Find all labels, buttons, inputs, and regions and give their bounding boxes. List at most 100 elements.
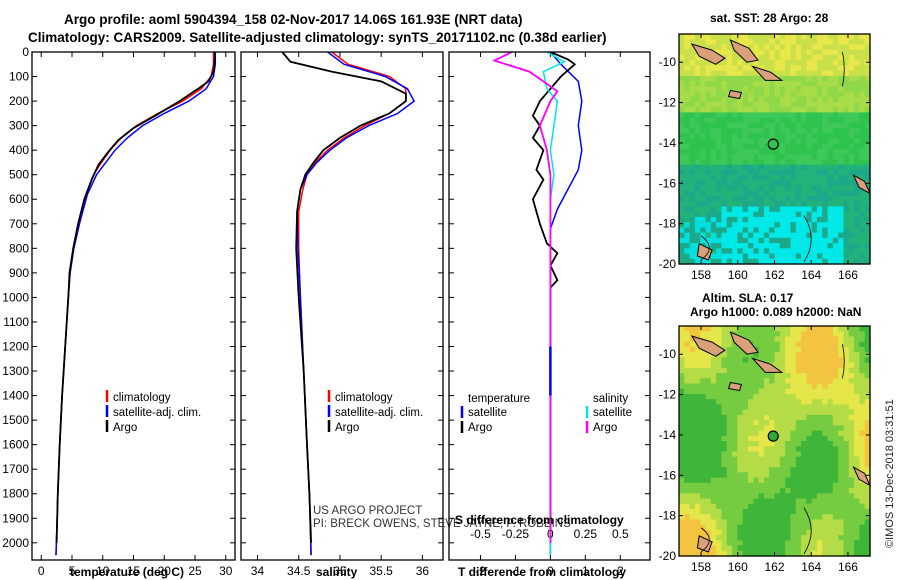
map-cell <box>779 482 786 489</box>
map-cell <box>779 524 786 531</box>
map-cell <box>854 446 860 453</box>
map-cell <box>737 441 744 447</box>
map-cell <box>700 456 707 463</box>
map-cell <box>726 488 733 494</box>
map-cell <box>779 196 786 202</box>
map-cell <box>742 456 749 463</box>
map-cell <box>737 404 744 411</box>
map-cell <box>774 128 781 134</box>
map-cell <box>742 362 749 369</box>
map-cell <box>689 190 696 197</box>
map-cell <box>848 65 855 72</box>
map-cell <box>689 154 696 161</box>
map-cell <box>790 488 797 494</box>
map-cell <box>785 96 792 103</box>
map-cell <box>859 488 866 494</box>
map-cell <box>785 388 792 395</box>
map-cell <box>753 535 760 541</box>
map-cell <box>700 211 707 218</box>
map-cell <box>747 540 754 547</box>
map-cell <box>795 430 802 437</box>
map-cell <box>843 237 850 244</box>
map-cell <box>811 54 818 61</box>
map-cell <box>684 164 691 171</box>
map-cell <box>864 169 871 176</box>
map-cell <box>774 451 781 458</box>
map-cell <box>795 461 802 468</box>
map-cell <box>816 101 823 108</box>
map-cell <box>689 341 696 348</box>
map-cell <box>811 357 818 364</box>
map-cell <box>679 446 685 453</box>
map-cell <box>774 39 781 46</box>
map-cell <box>859 341 866 348</box>
map-cell <box>705 185 712 192</box>
map-cell <box>747 477 754 484</box>
map-cell <box>689 373 696 379</box>
map-cell <box>705 159 712 166</box>
map-cell <box>806 227 813 234</box>
map-cell <box>721 420 728 426</box>
map-cell <box>848 435 855 442</box>
map-cell <box>832 65 839 72</box>
map-cell <box>843 65 850 72</box>
map-cell <box>705 357 712 364</box>
map-cell <box>737 456 744 463</box>
map-cell <box>742 258 749 265</box>
map-cell <box>827 503 834 510</box>
map-cell <box>864 44 871 51</box>
map-cell <box>716 149 723 155</box>
map-cell <box>822 524 829 531</box>
s-x-tick-label: 0.5 <box>612 527 629 541</box>
map-cell <box>859 237 866 244</box>
map-cell <box>859 378 866 385</box>
map-cell <box>737 128 744 134</box>
map-cell <box>811 456 818 463</box>
map-cell <box>732 70 738 77</box>
map-cell <box>795 227 802 234</box>
map-cell <box>694 133 701 140</box>
map-cell <box>726 467 733 473</box>
map-cell <box>694 70 701 77</box>
map-cell <box>679 535 685 541</box>
map-cell <box>747 159 754 166</box>
map-cell <box>774 222 781 229</box>
map-cell <box>774 414 781 421</box>
map-cell <box>732 535 738 541</box>
map-cell <box>732 420 738 426</box>
map-cell <box>732 138 738 145</box>
t-difference-x-label: T difference from climatology <box>458 565 626 579</box>
map-cell <box>732 477 738 484</box>
map-cell <box>859 404 866 411</box>
map-cell <box>795 206 802 213</box>
map-cell <box>769 96 776 103</box>
map-cell <box>684 232 691 239</box>
map-cell <box>854 514 860 521</box>
map-cell <box>801 514 807 521</box>
map-cell <box>721 149 728 155</box>
map-cell <box>864 482 871 489</box>
map-cell <box>774 196 781 202</box>
map-cell <box>732 54 738 61</box>
map-cell <box>742 65 749 72</box>
map-cell <box>827 378 834 385</box>
depth-tick-label: 600 <box>9 192 29 206</box>
map-cell <box>864 378 871 385</box>
map-cell <box>721 70 728 77</box>
map-cell <box>854 482 860 489</box>
legend-label-argo: Argo <box>113 422 137 434</box>
map-cell <box>716 456 723 463</box>
map-cell <box>705 39 712 46</box>
map-cell <box>806 180 813 187</box>
map-cell <box>684 550 691 557</box>
map-cell <box>838 367 845 374</box>
map-cell <box>721 414 728 421</box>
map-cell <box>822 461 829 468</box>
map-cell <box>779 211 786 218</box>
map-cell <box>679 461 685 468</box>
map-cell <box>753 461 760 468</box>
map-cell <box>790 149 797 155</box>
map-cell <box>742 482 749 489</box>
map-cell <box>848 336 855 343</box>
map-cell <box>790 143 797 150</box>
